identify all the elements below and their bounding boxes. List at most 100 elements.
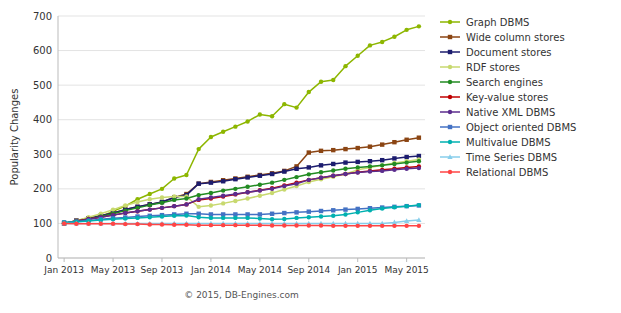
legend-item: Graph DBMS bbox=[440, 17, 529, 28]
series-point bbox=[270, 191, 274, 195]
x-tick bbox=[161, 258, 162, 262]
series-point bbox=[221, 194, 225, 198]
series-point bbox=[160, 222, 164, 226]
series bbox=[62, 217, 422, 225]
series bbox=[62, 166, 421, 226]
y-tick-label: 700 bbox=[33, 11, 52, 22]
legend-label: Object oriented DBMS bbox=[466, 122, 576, 133]
series-point bbox=[245, 175, 249, 179]
series-point bbox=[331, 208, 335, 212]
series-point bbox=[319, 176, 323, 180]
legend-item: RDF stores bbox=[440, 62, 520, 73]
series-point bbox=[111, 207, 115, 211]
series-point bbox=[221, 223, 225, 227]
series-point bbox=[331, 174, 335, 178]
x-tick bbox=[308, 258, 309, 262]
y-tick-label: 300 bbox=[33, 149, 52, 160]
series-point bbox=[368, 169, 372, 173]
legend-marker bbox=[448, 125, 452, 129]
series-point bbox=[221, 188, 225, 192]
series-point bbox=[404, 155, 408, 159]
series-line bbox=[64, 168, 419, 223]
series-point bbox=[245, 196, 249, 200]
y-tick-label: 500 bbox=[33, 80, 52, 91]
series-point bbox=[209, 216, 213, 220]
series-point bbox=[245, 185, 249, 189]
series-point bbox=[404, 167, 408, 171]
series-point bbox=[209, 180, 213, 184]
series bbox=[62, 203, 421, 224]
series-point bbox=[233, 223, 237, 227]
series-point bbox=[356, 210, 360, 214]
series-point bbox=[196, 181, 200, 185]
series-point bbox=[123, 222, 127, 226]
series-point bbox=[392, 205, 396, 209]
legend-item: Key-value stores bbox=[440, 92, 548, 103]
series-line bbox=[64, 223, 419, 225]
series-point bbox=[196, 223, 200, 227]
series-point bbox=[343, 172, 347, 176]
series-point bbox=[307, 172, 311, 176]
legend-label: Native XML DBMS bbox=[466, 107, 555, 118]
series-point bbox=[135, 209, 139, 213]
series-point bbox=[294, 181, 298, 185]
series-point bbox=[282, 217, 286, 221]
series-point bbox=[62, 221, 66, 225]
x-tick bbox=[357, 258, 358, 262]
series-point bbox=[233, 187, 237, 191]
y-tick-label: 0 bbox=[46, 253, 52, 264]
series-point bbox=[282, 183, 286, 187]
series-point bbox=[245, 190, 249, 194]
series-point bbox=[196, 197, 200, 201]
series-point bbox=[160, 200, 164, 204]
series-point bbox=[270, 186, 274, 190]
x-tick bbox=[64, 258, 65, 262]
series-point bbox=[319, 214, 323, 218]
series-point bbox=[392, 224, 396, 228]
series-point bbox=[417, 135, 421, 139]
series-point bbox=[294, 105, 298, 109]
series-point bbox=[356, 170, 360, 174]
series-line bbox=[64, 26, 419, 223]
series-point bbox=[380, 163, 384, 167]
series-point bbox=[233, 192, 237, 196]
series-point bbox=[380, 158, 384, 162]
legend-label: Graph DBMS bbox=[466, 17, 529, 28]
series-point bbox=[148, 222, 152, 226]
legend-marker bbox=[448, 50, 452, 54]
y-tick-label: 600 bbox=[33, 45, 52, 56]
legend: Graph DBMSWide column storesDocument sto… bbox=[440, 17, 576, 178]
series-point bbox=[196, 198, 200, 202]
series-point bbox=[331, 224, 335, 228]
series-point bbox=[258, 112, 262, 116]
series-point bbox=[294, 175, 298, 179]
series-point bbox=[331, 214, 335, 218]
x-tick bbox=[406, 258, 407, 262]
series-point bbox=[62, 221, 66, 225]
series-point bbox=[270, 180, 274, 184]
series-point bbox=[98, 221, 103, 226]
series-point bbox=[404, 218, 409, 223]
series-point bbox=[404, 28, 408, 32]
y-tick-label: 200 bbox=[33, 183, 52, 194]
legend-marker bbox=[448, 110, 452, 114]
series-point bbox=[294, 223, 298, 227]
series-point bbox=[343, 172, 347, 176]
series-point bbox=[62, 221, 66, 225]
series-point bbox=[404, 160, 408, 164]
grid bbox=[58, 16, 425, 258]
series-point bbox=[380, 206, 384, 210]
series-point bbox=[331, 168, 335, 172]
series-line bbox=[64, 220, 419, 223]
series-point bbox=[245, 190, 249, 194]
legend-item: Document stores bbox=[440, 47, 552, 58]
y-axis-line bbox=[58, 16, 59, 258]
series-point bbox=[319, 149, 323, 153]
series-point bbox=[319, 79, 323, 83]
series-point bbox=[123, 211, 127, 215]
series-point bbox=[110, 221, 115, 226]
legend-marker bbox=[447, 154, 452, 159]
series-point bbox=[380, 142, 384, 146]
series-point bbox=[209, 180, 213, 184]
series-point bbox=[343, 64, 347, 68]
